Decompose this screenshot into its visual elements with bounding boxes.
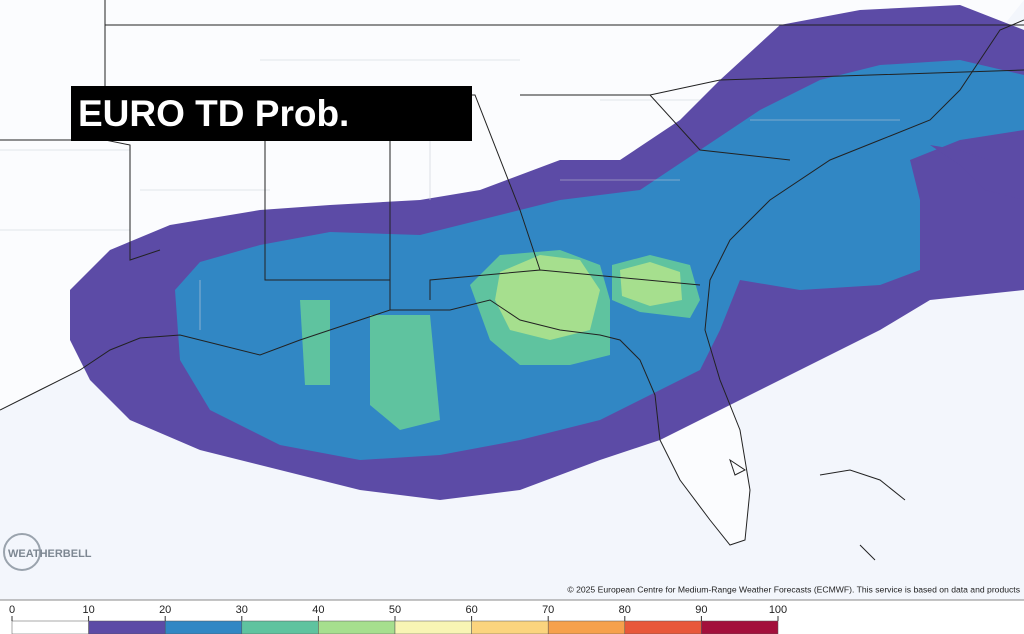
colorbar-tick-label: 10 bbox=[82, 604, 94, 616]
colorbar-segment bbox=[318, 620, 396, 634]
colorbar-tick-label: 70 bbox=[542, 604, 554, 616]
probability-zone bbox=[495, 255, 600, 340]
title-box bbox=[71, 86, 472, 141]
probability-zone bbox=[930, 135, 1024, 200]
colorbar-segment bbox=[88, 620, 166, 634]
colorbar-segment bbox=[241, 620, 319, 634]
colorbar-tick-label: 100 bbox=[769, 604, 787, 616]
colorbar-segment bbox=[701, 620, 779, 634]
colorbar-tick-label: 80 bbox=[619, 604, 631, 616]
logo-icon bbox=[3, 533, 41, 571]
credit: © 2025 European Centre for Medium-Range … bbox=[567, 584, 1020, 594]
probability-zone bbox=[300, 300, 330, 385]
colorbar-tick-label: 60 bbox=[465, 604, 477, 616]
colorbar-segment bbox=[547, 620, 626, 634]
probability-zone bbox=[370, 315, 440, 430]
colorbar-tick-label: 20 bbox=[159, 604, 171, 616]
logo: WEATHERBELL bbox=[8, 548, 92, 560]
colorbar: 0 10 20 30 40 50 60 70 80 90 100 bbox=[9, 604, 787, 634]
colorbar-segment bbox=[624, 620, 702, 634]
colorbar-segment bbox=[471, 620, 549, 634]
colorbar-tick-label: 0 bbox=[9, 604, 15, 616]
colorbar-tick-label: 50 bbox=[389, 604, 401, 616]
colorbar-tick-label: 30 bbox=[236, 604, 248, 616]
colorbar-tick-label: 90 bbox=[695, 604, 707, 616]
probability-zones bbox=[70, 5, 1024, 500]
colorbar-segment bbox=[394, 620, 472, 634]
colorbar-tick-label: 40 bbox=[312, 604, 324, 616]
colorbar-segment bbox=[164, 620, 243, 634]
probability-zone bbox=[620, 262, 682, 306]
map-title: EURO TD Prob. bbox=[78, 93, 349, 134]
borders bbox=[0, 0, 1024, 561]
colorbar-segment bbox=[11, 620, 89, 634]
